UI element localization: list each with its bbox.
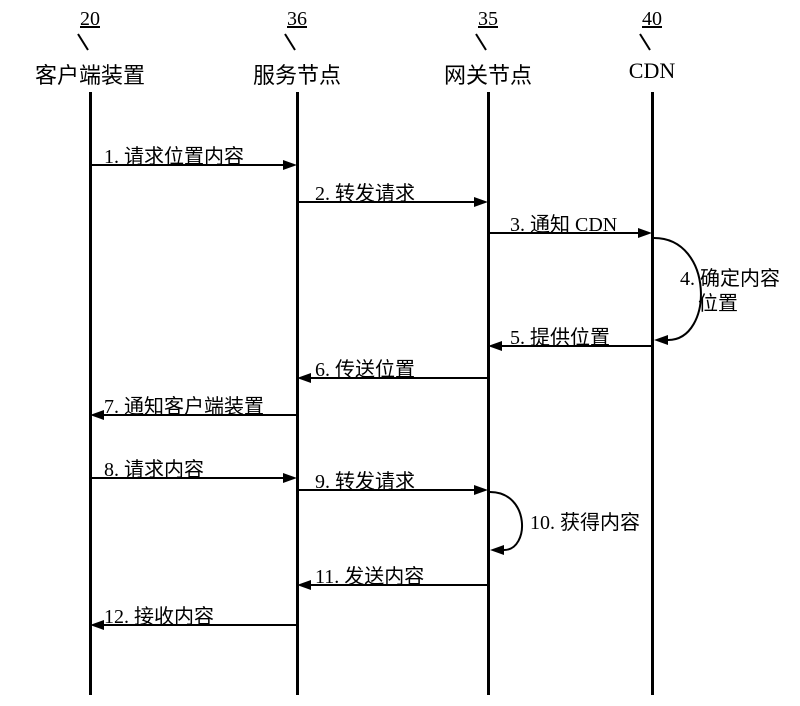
actor-label-gateway: 网关节点 [433, 58, 543, 90]
message-text: 提供位置 [530, 327, 610, 349]
message-number: 2 [315, 183, 325, 205]
actor-tick-gateway [473, 32, 493, 52]
message-number: 5 [510, 327, 520, 349]
message-number: 1 [104, 146, 114, 168]
actor-tick-service [282, 32, 302, 52]
message-label-5: 5. 提供位置 [510, 321, 610, 350]
message-number: 8 [104, 459, 114, 481]
actor-label-cdn: CDN [597, 58, 707, 84]
self-message-label-10: 10. 获得内容 [530, 506, 640, 535]
actor-number-client: 20 [70, 8, 110, 31]
message-text: 通知 CDN [530, 214, 617, 236]
self-message-label2-4: 位置 [698, 287, 738, 316]
message-number: 10 [530, 512, 550, 534]
message-number: 4 [680, 268, 690, 290]
lifeline-cdn [651, 92, 654, 695]
message-text: 转发请求 [335, 183, 415, 205]
actor-tick-cdn [637, 32, 657, 52]
actor-number-gateway: 35 [468, 8, 508, 31]
message-text: 发送内容 [344, 566, 424, 588]
message-text: 通知客户端装置 [124, 396, 264, 418]
message-text: 请求位置内容 [124, 146, 244, 168]
message-number: 9 [315, 471, 325, 493]
message-label-11: 11. 发送内容 [315, 560, 424, 589]
message-label-6: 6. 传送位置 [315, 353, 415, 382]
message-label-1: 1. 请求位置内容 [104, 140, 244, 169]
message-text: 传送位置 [335, 359, 415, 381]
message-text: 请求内容 [124, 459, 204, 481]
actor-number-cdn: 40 [632, 8, 672, 31]
message-number: 11 [315, 566, 334, 588]
message-number: 3 [510, 214, 520, 236]
message-label-7: 7. 通知客户端装置 [104, 390, 264, 419]
message-number: 6 [315, 359, 325, 381]
actor-label-service: 服务节点 [242, 58, 352, 90]
actor-tick-client [75, 32, 95, 52]
message-label-8: 8. 请求内容 [104, 453, 204, 482]
message-label-9: 9. 转发请求 [315, 465, 415, 494]
message-label-3: 3. 通知 CDN [510, 208, 617, 237]
message-label-12: 12. 接收内容 [104, 600, 214, 629]
sequence-diagram: 20客户端装置36服务节点35网关节点40CDN1. 请求位置内容2. 转发请求… [0, 0, 800, 706]
message-text: 获得内容 [560, 512, 640, 534]
message-label-2: 2. 转发请求 [315, 177, 415, 206]
message-number: 7 [104, 396, 114, 418]
message-number: 12 [104, 606, 124, 628]
message-text: 转发请求 [335, 471, 415, 493]
actor-label-client: 客户端装置 [35, 58, 145, 90]
message-text: 接收内容 [134, 606, 214, 628]
actor-number-service: 36 [277, 8, 317, 31]
